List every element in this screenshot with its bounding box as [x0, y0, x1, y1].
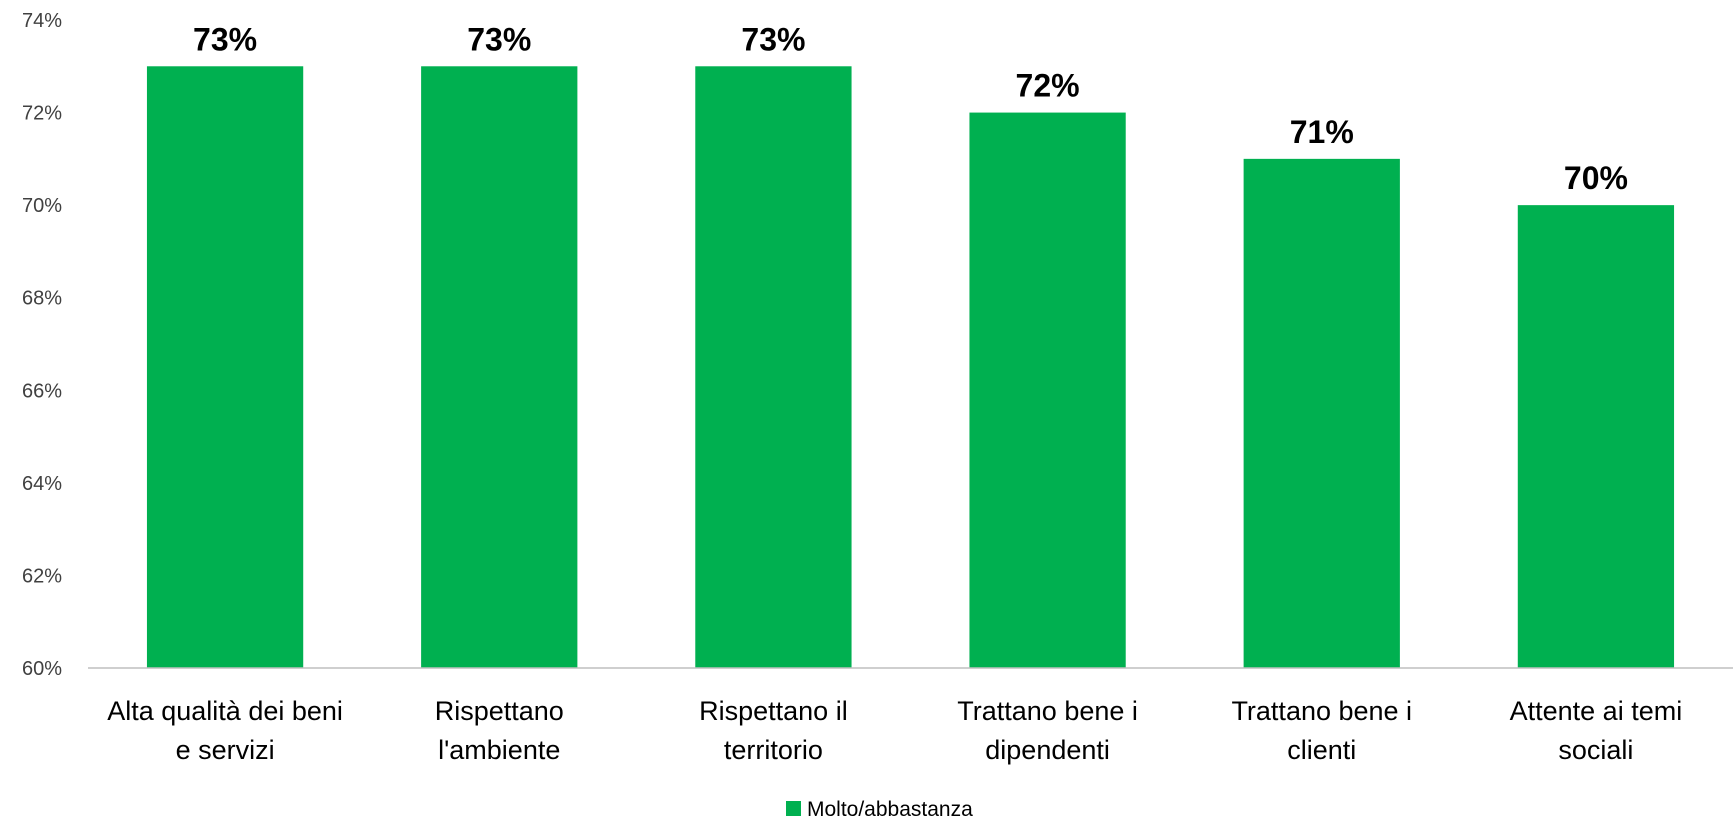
x-tick-label: Rispettano l'ambiente — [435, 696, 564, 765]
x-tick-label: Alta qualità dei beni e servizi — [107, 696, 343, 765]
y-tick-label: 60% — [22, 658, 62, 680]
bar — [1517, 205, 1675, 668]
data-label: 73% — [741, 21, 805, 57]
x-tick-label: Trattano bene i clienti — [1231, 696, 1412, 765]
data-label: 70% — [1564, 160, 1628, 196]
y-tick-label: 62% — [22, 565, 62, 587]
y-tick-label: 64% — [22, 473, 62, 495]
data-label: 73% — [193, 21, 257, 57]
y-axis-ticks: 60% 62% 64% 66% 68% 70% 72% 74% — [22, 10, 62, 680]
category-labels: Alta qualità dei beni e servizi Rispettano… — [107, 696, 1682, 765]
x-tick-label: Rispettano il territorio — [699, 696, 848, 765]
data-label: 73% — [467, 21, 531, 57]
bars — [146, 66, 1675, 669]
x-tick-label: Trattano bene i dipendenti — [957, 696, 1138, 765]
legend-label: Molto/abbastanza — [807, 798, 973, 821]
bar — [421, 66, 578, 669]
legend-swatch — [786, 801, 801, 816]
y-tick-label: 72% — [22, 103, 62, 125]
y-tick-label: 68% — [22, 288, 62, 310]
data-labels: 73% 73% 73% 72% 71% 70% — [193, 21, 1628, 196]
bar — [969, 112, 1126, 669]
data-label: 72% — [1016, 68, 1080, 104]
data-label: 71% — [1290, 114, 1354, 150]
bar — [695, 66, 852, 669]
y-tick-label: 70% — [22, 195, 62, 217]
x-tick-label: Attente ai temi sociali — [1510, 696, 1683, 765]
bar — [1243, 158, 1400, 668]
y-tick-label: 74% — [22, 10, 62, 32]
legend: Molto/abbastanza — [786, 798, 973, 821]
y-tick-label: 66% — [22, 380, 62, 402]
bar — [146, 66, 304, 669]
